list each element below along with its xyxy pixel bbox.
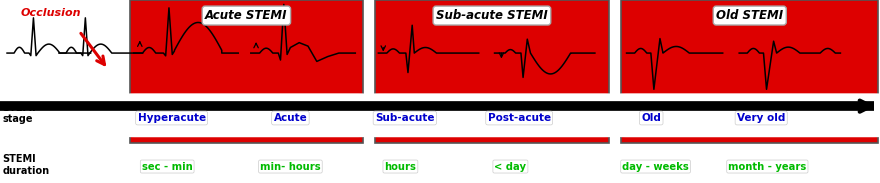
FancyBboxPatch shape xyxy=(130,0,363,143)
Text: Acute STEMI: Acute STEMI xyxy=(205,9,288,22)
Text: day - weeks: day - weeks xyxy=(622,162,689,171)
FancyBboxPatch shape xyxy=(117,93,376,137)
FancyBboxPatch shape xyxy=(608,93,880,137)
Text: Old: Old xyxy=(642,113,661,123)
Text: Post-acute: Post-acute xyxy=(488,113,551,123)
Text: Hyperacute: Hyperacute xyxy=(137,113,206,123)
Text: min- hours: min- hours xyxy=(260,162,320,171)
Text: Occlusion: Occlusion xyxy=(21,8,81,18)
Text: Sub-acute STEMI: Sub-acute STEMI xyxy=(436,9,547,22)
Text: Old STEMI: Old STEMI xyxy=(716,9,783,22)
Text: sec - min: sec - min xyxy=(142,162,193,171)
Text: < day: < day xyxy=(495,162,526,171)
Text: Very old: Very old xyxy=(737,113,785,123)
Text: hours: hours xyxy=(385,162,416,171)
FancyBboxPatch shape xyxy=(621,0,878,143)
FancyBboxPatch shape xyxy=(362,93,622,137)
Text: Sub-acute: Sub-acute xyxy=(375,113,435,123)
Text: STEMI
stage: STEMI stage xyxy=(3,103,36,124)
Text: month - years: month - years xyxy=(729,162,806,171)
FancyBboxPatch shape xyxy=(375,0,609,143)
Text: STEMI
duration: STEMI duration xyxy=(3,154,50,175)
Text: Acute: Acute xyxy=(274,113,307,123)
